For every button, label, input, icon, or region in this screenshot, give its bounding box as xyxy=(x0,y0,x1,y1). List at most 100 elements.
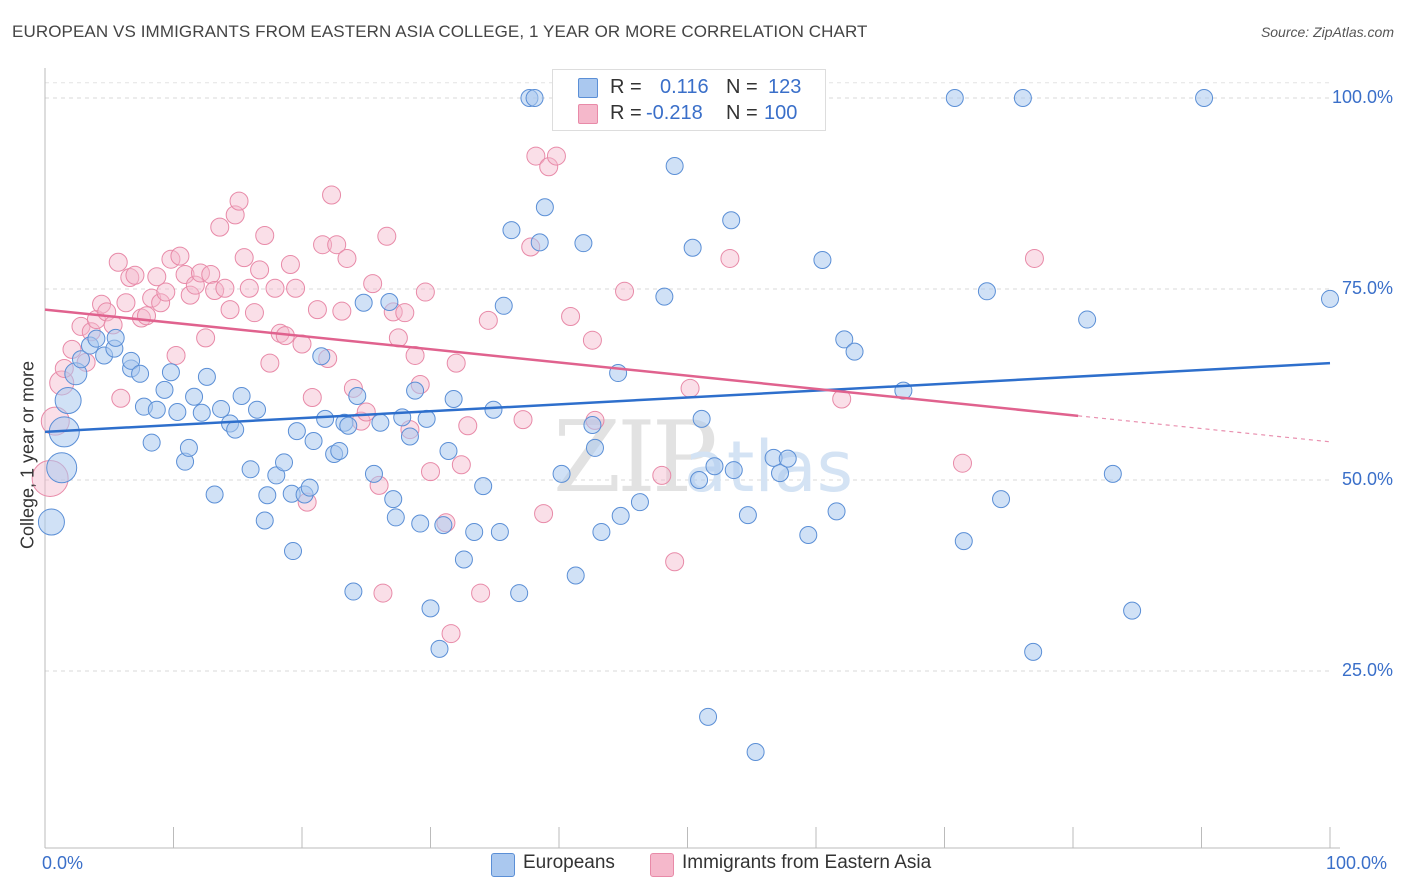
point-europeans xyxy=(705,457,724,476)
point-europeans xyxy=(300,478,319,497)
point-europeans xyxy=(835,330,854,349)
point-europeans xyxy=(434,516,453,535)
point-europeans xyxy=(430,639,449,658)
y-axis-title: College, 1 year or more xyxy=(17,360,38,550)
point-europeans xyxy=(484,400,503,419)
legend-swatch-europeans xyxy=(491,853,515,877)
point-immigrants xyxy=(415,282,435,302)
point-europeans xyxy=(992,490,1011,509)
point-europeans xyxy=(630,493,649,512)
point-europeans xyxy=(954,532,973,551)
point-europeans xyxy=(339,416,358,435)
point-europeans xyxy=(147,400,166,419)
point-immigrants xyxy=(229,191,249,211)
point-immigrants xyxy=(196,328,216,348)
point-immigrants xyxy=(234,248,254,268)
point-europeans xyxy=(122,351,141,370)
legend-r-label: R = xyxy=(610,102,642,124)
point-immigrants xyxy=(458,416,478,436)
point-europeans xyxy=(248,400,267,419)
point-europeans xyxy=(738,506,757,525)
point-europeans xyxy=(344,582,363,601)
point-immigrants xyxy=(147,267,167,287)
legend-swatch-immigrants xyxy=(578,104,598,124)
point-europeans xyxy=(683,238,702,257)
point-immigrants xyxy=(255,226,275,246)
point-europeans xyxy=(168,403,187,422)
point-immigrants xyxy=(561,307,581,327)
point-immigrants xyxy=(170,246,190,266)
point-europeans xyxy=(421,599,440,618)
point-immigrants xyxy=(260,353,280,373)
point-europeans xyxy=(724,461,743,480)
point-europeans xyxy=(1321,289,1339,308)
point-europeans xyxy=(197,367,216,386)
point-immigrants xyxy=(478,310,498,330)
point-europeans xyxy=(71,350,90,369)
point-immigrants xyxy=(166,345,186,365)
point-europeans xyxy=(535,198,554,217)
point-immigrants xyxy=(363,274,383,294)
point-europeans xyxy=(384,490,403,509)
legend-label-immigrants: Immigrants from Eastern Asia xyxy=(682,852,932,873)
point-immigrants xyxy=(175,264,195,284)
trend-lines xyxy=(44,308,1331,443)
point-europeans xyxy=(502,221,521,240)
point-immigrants xyxy=(451,455,471,475)
point-europeans xyxy=(813,250,832,269)
point-europeans xyxy=(284,542,303,561)
point-immigrants xyxy=(471,583,491,603)
point-europeans xyxy=(1078,310,1097,329)
point-europeans xyxy=(474,477,493,496)
legend-label-europeans: Europeans xyxy=(523,852,615,873)
point-immigrants xyxy=(286,278,306,298)
point-immigrants xyxy=(373,583,393,603)
point-europeans xyxy=(692,409,711,428)
point-europeans xyxy=(977,282,996,301)
trend-line-europeans xyxy=(44,361,1331,434)
point-europeans xyxy=(655,287,674,306)
legend-swatch-immigrants xyxy=(650,853,674,877)
point-europeans xyxy=(304,432,323,451)
point-europeans xyxy=(490,522,509,541)
point-europeans xyxy=(583,415,602,434)
point-europeans xyxy=(155,380,174,399)
point-immigrants xyxy=(421,462,440,482)
point-immigrants xyxy=(356,402,376,422)
point-europeans xyxy=(232,386,251,405)
point-europeans xyxy=(566,566,585,585)
point-immigrants xyxy=(332,301,352,321)
point-immigrants xyxy=(327,235,347,255)
point-europeans xyxy=(746,742,765,761)
legend-swatch-europeans xyxy=(578,78,598,98)
legend-n-value: 123 xyxy=(768,76,802,98)
point-immigrants xyxy=(111,388,131,408)
legend-n-value: 100 xyxy=(764,102,798,124)
x-tick-100: 100.0% xyxy=(1326,853,1388,873)
chart-source: Source: ZipAtlas.com xyxy=(1260,24,1394,40)
point-immigrants xyxy=(680,378,700,398)
point-europeans xyxy=(87,329,106,348)
point-immigrants xyxy=(322,185,342,205)
point-europeans xyxy=(592,522,611,541)
y-tick-25: 25.0% xyxy=(1341,660,1393,680)
point-immigrants xyxy=(156,282,176,302)
point-immigrants xyxy=(665,552,685,572)
point-immigrants xyxy=(526,146,546,166)
point-immigrants xyxy=(615,281,635,301)
point-europeans xyxy=(799,526,818,545)
legend-r-label: R = xyxy=(610,76,642,98)
point-immigrants xyxy=(190,263,210,283)
point-immigrants xyxy=(244,303,264,323)
point-immigrants xyxy=(151,293,171,313)
point-europeans xyxy=(510,584,529,603)
point-europeans xyxy=(142,433,161,452)
chart-title: EUROPEAN VS IMMIGRANTS FROM EASTERN ASIA… xyxy=(12,22,868,41)
point-europeans xyxy=(205,485,224,504)
point-europeans xyxy=(330,441,349,460)
point-europeans xyxy=(364,464,383,483)
point-europeans xyxy=(665,156,684,175)
point-immigrants xyxy=(1024,248,1044,268)
legend-r-value: -0.218 xyxy=(646,102,703,124)
